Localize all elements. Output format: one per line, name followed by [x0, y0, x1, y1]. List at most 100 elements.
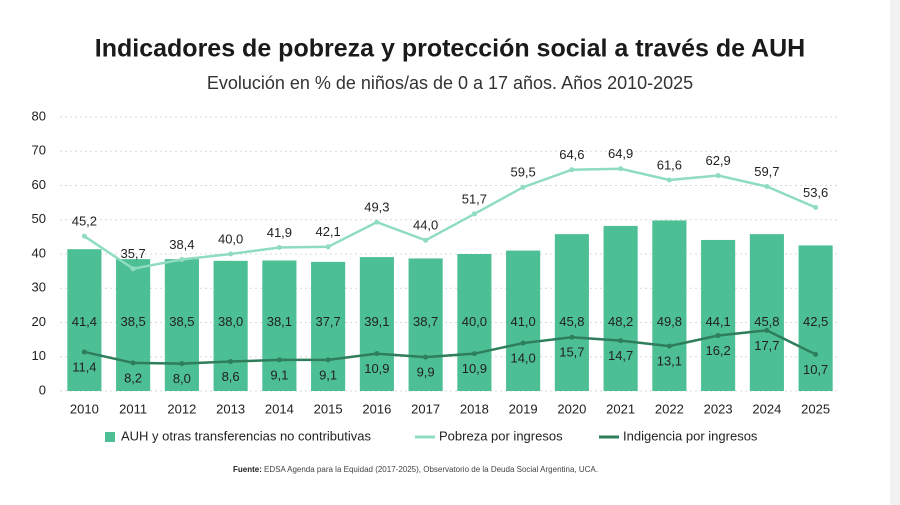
line-point [374, 219, 380, 225]
x-tick-label: 2024 [752, 401, 781, 416]
line-point [715, 333, 721, 339]
line-point [618, 166, 624, 172]
bar [554, 234, 589, 391]
bar [798, 245, 833, 391]
line-point [813, 351, 819, 357]
line-point [276, 244, 282, 250]
x-tick-label: 2011 [119, 401, 147, 416]
bar [311, 261, 346, 391]
y-tick-label: 40 [32, 245, 46, 260]
line-value-label: 10,9 [364, 361, 389, 376]
y-tick-label: 30 [32, 280, 46, 295]
line-value-label: 8,6 [222, 369, 240, 384]
source-label: Fuente: [233, 465, 262, 474]
line-point [423, 354, 429, 360]
x-tick-label: 2019 [509, 401, 538, 416]
y-tick-label: 0 [39, 382, 46, 397]
y-tick-label: 60 [32, 177, 46, 192]
source: EDSA Agenda para la Equidad (2017-2025),… [264, 465, 598, 474]
legend-label: Pobreza por ingresos [439, 428, 563, 443]
x-tick-label: 2016 [362, 401, 391, 416]
legend-label: Indigencia por ingresos [623, 428, 758, 443]
x-tick-label: 2015 [314, 401, 343, 416]
chart-title: Indicadores de pobreza y protección soci… [95, 35, 805, 63]
line-value-label: 51,7 [462, 191, 487, 206]
bar [213, 260, 248, 391]
line-value-label: 9,1 [270, 367, 288, 382]
line-point [179, 361, 185, 367]
bar-value-label: 41,0 [510, 314, 535, 329]
line-value-label: 10,9 [462, 361, 487, 376]
line-point [374, 351, 380, 357]
line-value-label: 64,6 [559, 147, 584, 162]
bar-value-label: 48,2 [608, 314, 633, 329]
line-value-label: 53,6 [803, 185, 828, 200]
x-tick-label: 2013 [216, 401, 245, 416]
x-tick-label: 2014 [265, 401, 294, 416]
line-point [81, 349, 87, 355]
bar-value-label: 38,5 [120, 314, 145, 329]
line-point [228, 251, 234, 257]
line-point [179, 256, 185, 262]
bar [164, 259, 199, 391]
x-tick-label: 2018 [460, 401, 489, 416]
x-tick-label: 2021 [606, 401, 635, 416]
bar [67, 249, 102, 391]
line-point [569, 167, 575, 173]
line-point [325, 244, 331, 250]
line-value-label: 14,7 [608, 348, 633, 363]
bar-value-label: 44,1 [705, 314, 730, 329]
line-value-label: 41,9 [267, 225, 292, 240]
line-value-label: 38,4 [169, 237, 194, 252]
bar-value-label: 42,5 [803, 314, 828, 329]
x-tick-label: 2025 [801, 401, 830, 416]
y-tick-label: 80 [32, 108, 46, 123]
side-margin [890, 0, 900, 505]
bar [652, 220, 687, 391]
bar-value-label: 38,1 [267, 314, 292, 329]
bar [506, 250, 541, 391]
line-value-label: 17,7 [754, 338, 779, 353]
line-point [618, 338, 624, 344]
line-value-label: 15,7 [559, 345, 584, 360]
line-point [130, 266, 136, 272]
x-tick-label: 2020 [557, 401, 586, 416]
line-point [81, 233, 87, 239]
y-tick-label: 50 [32, 211, 46, 226]
x-tick-label: 2017 [411, 401, 440, 416]
x-tick-label: 2012 [167, 401, 196, 416]
y-tick-label: 10 [32, 348, 46, 363]
line [83, 167, 817, 271]
line-value-label: 11,4 [72, 359, 96, 374]
legend-label: AUH y otras transferencias no contributi… [121, 428, 371, 443]
line-value-label: 9,9 [417, 365, 435, 380]
bar-value-label: 38,7 [413, 314, 438, 329]
bar [701, 239, 736, 391]
line-value-label: 49,3 [364, 200, 389, 215]
bar-value-label: 39,1 [364, 314, 389, 329]
y-tick-label: 20 [32, 314, 46, 329]
line-value-label: 61,6 [657, 157, 682, 172]
bar-value-label: 40,0 [462, 314, 487, 329]
bar [359, 257, 394, 391]
bar [408, 258, 443, 391]
bar-value-label: 45,8 [754, 314, 779, 329]
line-point [666, 177, 672, 183]
x-tick-label: 2023 [704, 401, 733, 416]
bar [603, 225, 638, 391]
line-value-label: 59,5 [510, 165, 535, 180]
bar [749, 234, 784, 391]
bar [457, 254, 492, 391]
line-point [325, 357, 331, 363]
line-value-label: 13,1 [657, 354, 682, 369]
line-point [715, 173, 721, 179]
line-value-label: 16,2 [705, 343, 730, 358]
x-tick-label: 2022 [655, 401, 684, 416]
line-value-label: 40,0 [218, 231, 243, 246]
line-point [813, 204, 819, 210]
line-value-label: 35,7 [120, 246, 145, 261]
bar-value-label: 38,5 [169, 314, 194, 329]
line-point [520, 184, 526, 190]
